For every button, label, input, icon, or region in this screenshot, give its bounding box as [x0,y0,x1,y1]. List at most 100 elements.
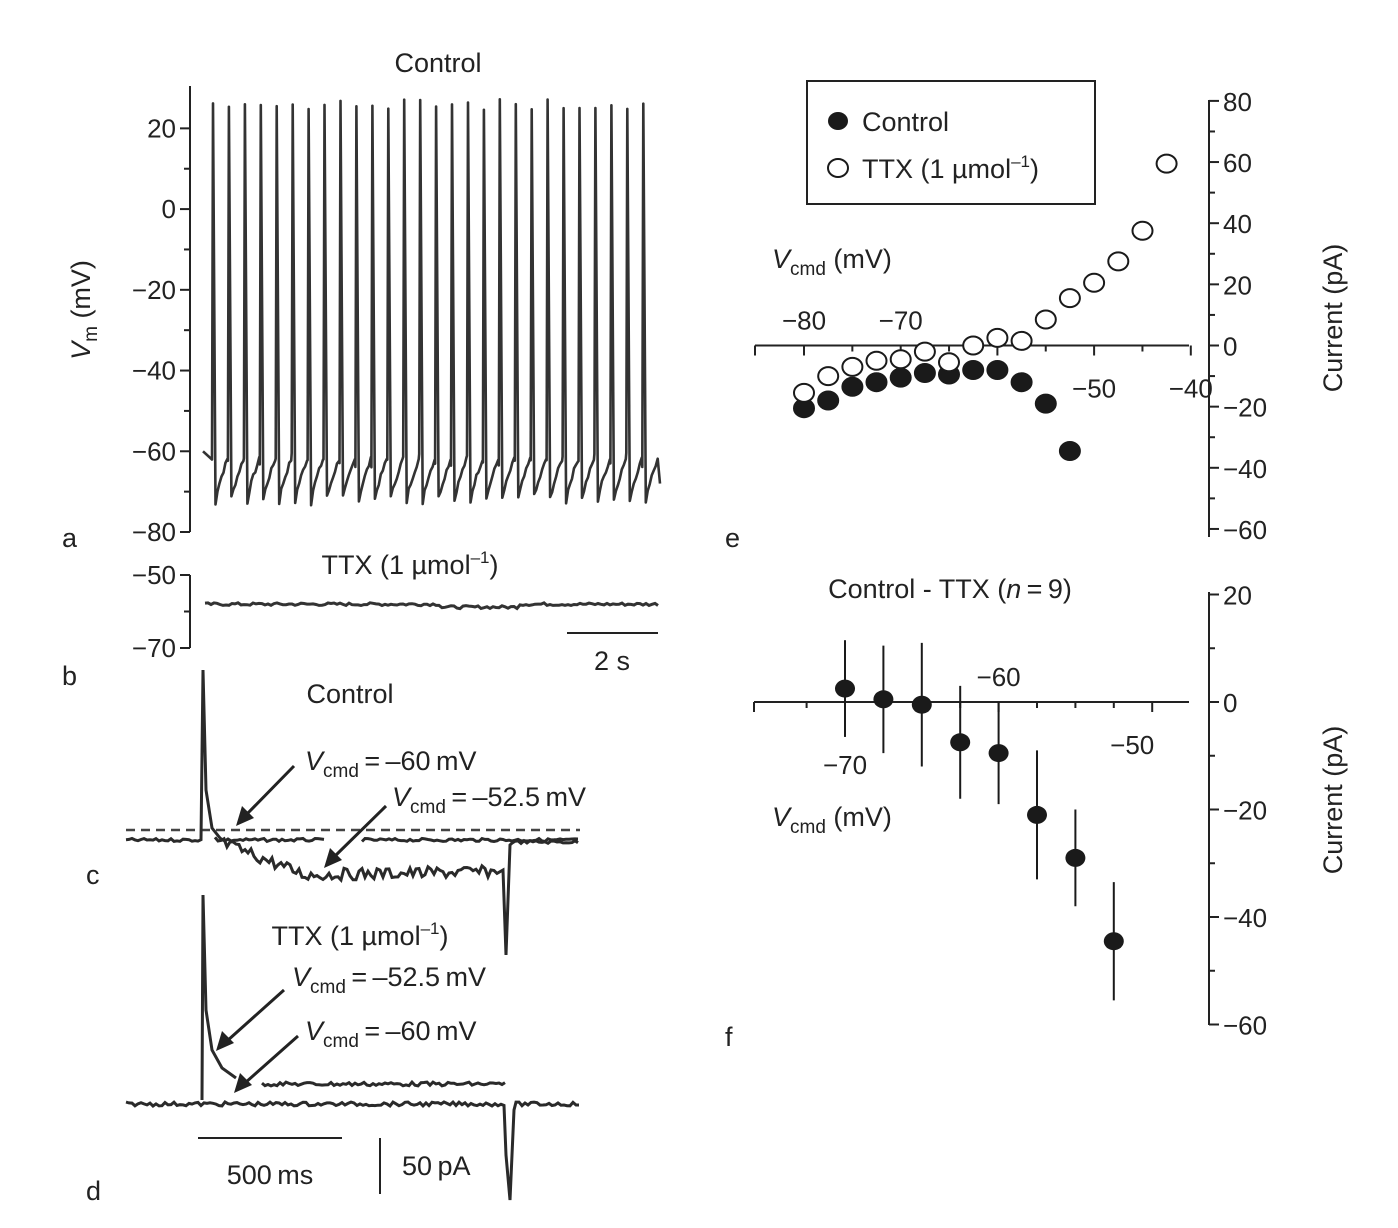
panel-c-annotation-2-sub: cmd [410,797,446,818]
panel-a-letter: a [62,523,78,553]
ttx-point [1034,309,1057,330]
ttx-point [865,350,888,371]
control-point [1034,393,1057,414]
panel-b-tick-label: −50 [132,560,176,590]
panel-d-trace-minus60 [125,1099,579,1201]
difference-point [1065,848,1086,867]
panel-e: e Control TTX (1 µmol–1) Vcmd (mV) Curre… [725,80,1348,553]
legend-ttx-main: TTX (1 µmol [862,154,1011,184]
panel-f-title-end: = 9) [1021,574,1072,604]
panel-e-y-tick-label: 0 [1223,332,1237,362]
difference-point [911,695,932,714]
panel-c-annotation-1: Vcmd = –60 mV [305,746,476,782]
difference-point [1103,932,1124,951]
ttx-point [1131,220,1154,241]
control-point [986,360,1009,380]
panel-f-title: Control - TTX (n = 9) [828,574,1072,604]
panel-f-xlabel-main: V [772,802,793,832]
panel-d-title-sup: –1 [421,919,440,938]
panel-a-tick-label: −40 [132,356,176,386]
panel-c-annotation-2-v: V [392,782,413,812]
legend-ttx-marker [827,158,849,178]
ttx-point [793,382,815,403]
panel-f-x-tick-label: −60 [977,662,1021,692]
panel-d-letter: d [86,1176,101,1206]
ttx-point [841,356,864,377]
panel-e-ylabel: Current (pA) [1318,244,1348,393]
panel-a-tick-label: −80 [132,517,176,547]
panel-e-legend-box [806,80,1096,205]
panel-d-annotation-2-rest: = –60 mV [359,1016,477,1046]
control-point [962,360,985,380]
panel-a: Control a Vm (mV) 20 0 −20 −40 −60 −80 [62,48,662,553]
legend-ttx-label: TTX (1 µmol–1) [862,152,1039,184]
panel-a-tick-label: 20 [147,113,176,143]
panel-a-tick-label: −20 [132,275,176,305]
panel-b-scalebar-label: 2 s [594,646,630,676]
panel-d-annotation-2: Vcmd = –60 mV [305,1016,476,1052]
panel-f-y-tick-label: −20 [1223,796,1267,826]
panel-f-title-italic: n [1006,574,1021,604]
panel-b-tick-label: −70 [132,633,176,663]
difference-point [988,744,1009,763]
panel-d-arrow-1 [216,988,286,1051]
panel-c-annotation-2: Vcmd = –52.5 mV [392,782,586,818]
panel-e-y-tick-label: −40 [1223,454,1267,484]
panel-f-letter: f [725,1022,733,1052]
ttx-point [962,335,985,356]
panel-d-current-scalebar-label: 50 pA [402,1151,470,1181]
panel-e-y-tick-label: 20 [1223,270,1252,300]
panel-b-title-sup: –1 [471,548,490,567]
panel-e-y-tick-label: 80 [1223,87,1252,117]
panel-c-annotation-1-rest: = –60 mV [359,746,477,776]
legend-ttx-end: ) [1030,154,1039,184]
panel-e-y-tick-label: 60 [1223,148,1252,178]
panel-d-trace-minus52-5 [200,894,506,1101]
panel-f-xlabel: Vcmd (mV) [772,802,892,838]
panel-f-xlabel-unit: (mV) [826,802,892,832]
panel-a-ylabel-unit: (mV) [66,260,96,326]
ttx-point [817,366,840,387]
ttx-point [1083,272,1106,293]
control-point [1058,441,1081,461]
legend-ttx-sup: –1 [1011,152,1030,171]
panel-d-annotation-1-rest: = –52.5 mV [346,962,486,992]
panel-f-axes: −70 −60 −50 20 0 −20 −40 −60 [753,581,1267,1041]
panel-f-xlabel-sub: cmd [790,817,826,838]
panel-e-x-tick-label: −40 [1169,374,1213,404]
ttx-point [1058,288,1081,309]
panel-d-title-main: TTX (1 µmol [272,921,421,951]
panel-d-annotation-2-v: V [305,1016,326,1046]
panel-e-axes: −80 −70 −50 −40 80 60 40 20 0 −20 −40 −60 [754,87,1267,545]
panel-f-x-tick-label: −50 [1110,730,1154,760]
panel-b-y-axis: −50 −70 [132,560,191,663]
difference-point [950,733,971,752]
panel-d-title-end: ) [440,921,449,951]
panel-a-ylabel: Vm (mV) [66,260,102,360]
panel-e-y-tick-label: −20 [1223,393,1267,423]
panel-a-title: Control [394,48,481,78]
panel-d-annotation-1-sub: cmd [310,977,346,998]
panel-e-xlabel-main: V [772,244,793,274]
panel-e-x-tick-label: −80 [782,306,826,336]
control-point [1010,372,1033,393]
control-point [889,367,912,388]
panel-a-tick-label: 0 [162,194,176,224]
control-point [817,390,840,411]
panel-c-title: Control [306,679,393,709]
panel-d-annotation-1-v: V [292,962,313,992]
panel-c-arrow-1 [236,764,296,826]
panel-c-letter: c [86,860,100,890]
panel-f-ylabel: Current (pA) [1318,726,1348,875]
panel-e-y-tick-label: 40 [1223,209,1252,239]
difference-point [835,679,855,698]
ttx-point [913,341,936,362]
difference-point [1027,805,1047,824]
panel-d-arrow-2 [234,1034,299,1093]
panel-c-arrow-2 [324,804,388,868]
panel-e-letter: e [725,523,740,553]
panel-e-x-tick-label: −50 [1072,374,1116,404]
panel-f-title-main: Control - TTX ( [828,574,1006,604]
panel-e-x-tick-label: −70 [879,306,923,336]
